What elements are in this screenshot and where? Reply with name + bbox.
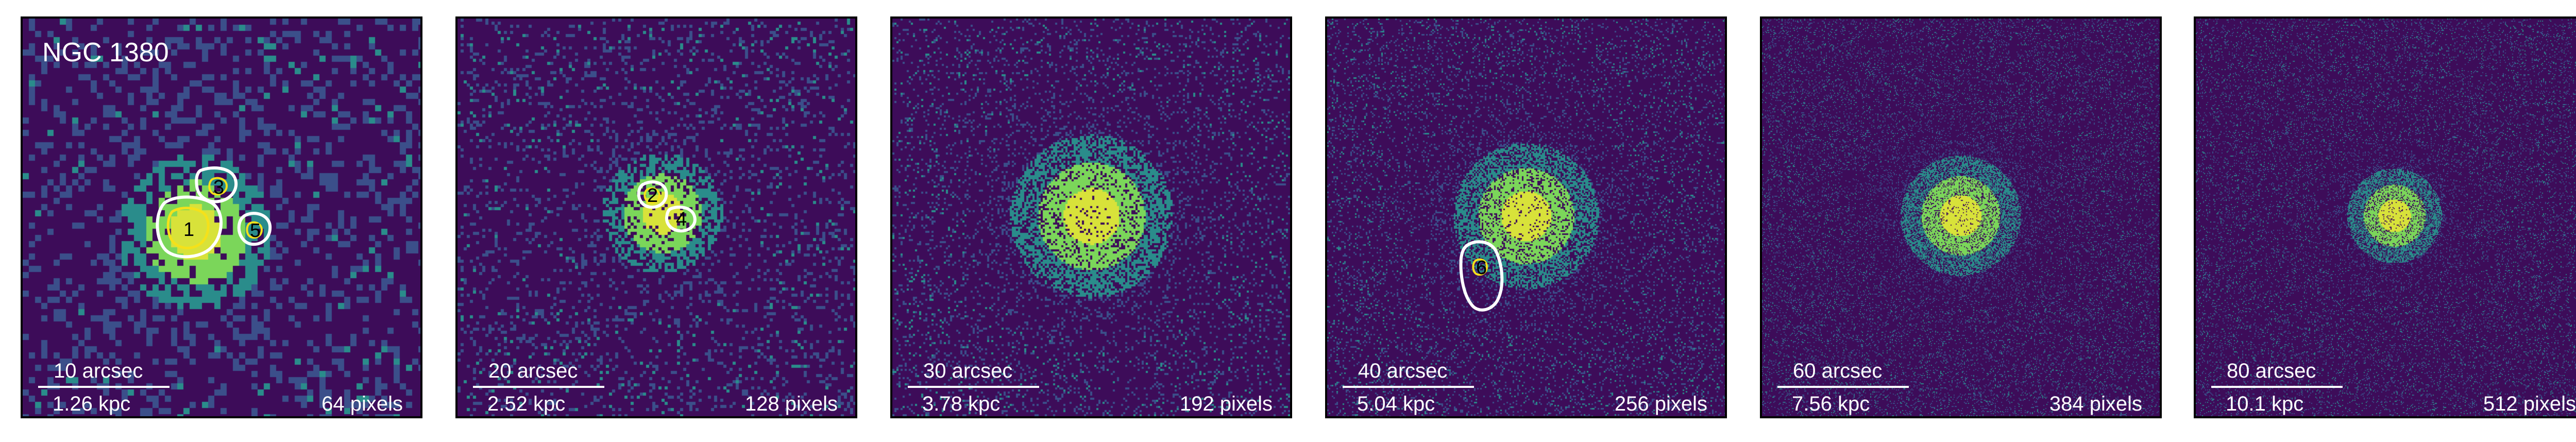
source-label-3: 3 (213, 177, 224, 198)
pixel-size-label: 192 pixels (1179, 393, 1273, 415)
scale-bar (473, 386, 604, 388)
scale-bar (2211, 386, 2343, 388)
source-contour-4 (665, 206, 697, 233)
image-panel-5: 60 arcsec 7.56 kpc 384 pixels (1760, 16, 2162, 418)
image-panel-1: 1 3 5 NGC 1380 10 arcsec 1.26 kpc 64 pix… (21, 16, 422, 418)
source-contour-6 (1459, 240, 1504, 312)
scale-bar (1343, 386, 1474, 388)
scale-kpc: 7.56 kpc (1792, 393, 1870, 415)
xray-image (457, 19, 855, 416)
image-panel-3: 30 arcsec 3.78 kpc 192 pixels (890, 16, 1292, 418)
source-contour-5 (237, 212, 272, 246)
source-label-4: 4 (676, 209, 687, 230)
source-contour-1 (156, 195, 223, 259)
scale-bar (1777, 386, 1909, 388)
source-label-1: 1 (183, 219, 194, 241)
scale-kpc: 3.78 kpc (922, 393, 1001, 415)
source-label-6: 6 (1476, 257, 1487, 279)
source-label-5: 5 (250, 220, 261, 242)
contour-overlay: 2 4 (637, 180, 697, 233)
scale-bar (38, 386, 170, 388)
galaxy-name: NGC 1380 (42, 38, 169, 67)
scale-arcsec: 10 arcsec (54, 360, 143, 382)
image-panel-2: 2 4 20 arcsec 2.52 kpc 128 pixels (455, 16, 857, 418)
scale-kpc: 2.52 kpc (487, 393, 566, 415)
pixel-size-label: 256 pixels (1614, 393, 1707, 415)
contour-overlay: 1 3 5 (156, 166, 272, 259)
scale-arcsec: 60 arcsec (1793, 360, 1883, 382)
scale-kpc: 1.26 kpc (53, 393, 131, 415)
scale-bar (908, 386, 1039, 388)
source-label-2: 2 (647, 185, 658, 207)
contour-overlay: 6 (1459, 240, 1504, 312)
xray-image (2196, 19, 2576, 416)
source-contour-3 (195, 166, 238, 203)
scale-kpc: 10.1 kpc (2226, 393, 2304, 415)
pixel-size-label: 384 pixels (2049, 393, 2142, 415)
xray-image (1762, 19, 2160, 416)
source-contour-2 (637, 180, 668, 209)
image-panel-4: 6 40 arcsec 5.04 kpc 256 pixels (1325, 16, 1727, 418)
pixel-size-label: 512 pixels (2483, 393, 2576, 415)
scale-arcsec: 30 arcsec (923, 360, 1013, 382)
image-panel-6: 80 arcsec 10.1 kpc 512 pixels (2194, 16, 2576, 418)
xray-image (892, 19, 1290, 416)
xray-image (1327, 19, 1725, 416)
pixel-size-label: 128 pixels (744, 393, 838, 415)
scale-arcsec: 80 arcsec (2227, 360, 2316, 382)
pixel-size-label: 64 pixels (321, 393, 403, 415)
scale-arcsec: 40 arcsec (1358, 360, 1448, 382)
scale-arcsec: 20 arcsec (488, 360, 578, 382)
scale-kpc: 5.04 kpc (1357, 393, 1435, 415)
